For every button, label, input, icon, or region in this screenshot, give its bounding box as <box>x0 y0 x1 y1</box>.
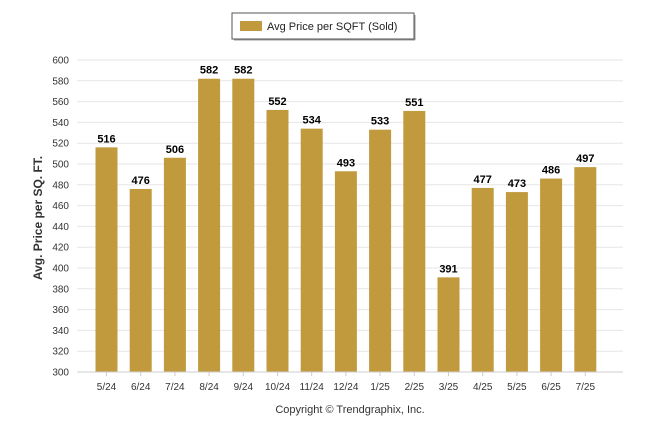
bar <box>198 78 221 372</box>
y-tick-label: 340 <box>52 326 69 337</box>
x-tick-label: 1/25 <box>370 382 390 393</box>
bar-value-label: 534 <box>303 115 322 127</box>
bar <box>471 187 494 372</box>
x-tick-label: 10/24 <box>265 382 290 393</box>
y-tick-label: 600 <box>52 56 69 67</box>
x-tick-label: 5/25 <box>507 382 527 393</box>
y-tick-label: 440 <box>52 222 69 233</box>
x-tick-label: 6/24 <box>131 382 151 393</box>
x-tick-label: 4/25 <box>473 382 493 393</box>
bar <box>505 192 528 372</box>
x-tick-label: 5/24 <box>97 382 117 393</box>
y-tick-label: 360 <box>52 305 69 316</box>
x-axis-ticks: 5/24 6/24 7/24 8/24 9/24 10/24 11/24 12/24 1/25 2… <box>97 372 596 393</box>
bar <box>163 157 186 372</box>
x-tick-label: 12/24 <box>333 382 358 393</box>
bar-value-label: 582 <box>200 65 218 77</box>
bar-value-label: 533 <box>371 116 389 128</box>
x-tick-label: 2/25 <box>405 382 425 393</box>
bar <box>300 128 323 372</box>
bar <box>403 110 426 373</box>
y-axis-title: Avg. Price per SQ. FT. <box>31 156 45 280</box>
x-tick-label: 7/25 <box>576 382 596 393</box>
bar-value-label: 506 <box>166 144 184 156</box>
legend-box <box>231 12 415 40</box>
x-tick-label: 11/24 <box>300 382 325 393</box>
bar-value-label: 473 <box>508 178 526 190</box>
bar <box>437 277 460 372</box>
legend: Avg Price per SQFT (Sold) <box>231 12 416 41</box>
y-tick-label: 500 <box>52 160 69 171</box>
bar-value-label: 516 <box>97 133 115 145</box>
data-labels: 516 476 506 582 582 552 534 493 533 551 391 477 473 4… <box>97 65 594 276</box>
y-tick-label: 380 <box>52 284 69 295</box>
x-tick-label: 8/24 <box>199 382 219 393</box>
x-tick-label: 6/25 <box>541 382 561 393</box>
x-tick-label: 9/24 <box>234 382 254 393</box>
y-tick-label: 560 <box>52 97 69 108</box>
y-tick-label: 580 <box>52 76 69 87</box>
bar-value-label: 493 <box>337 157 355 169</box>
copyright-text: Copyright © Trendgraphix, Inc. <box>275 404 424 416</box>
bar <box>540 178 563 372</box>
y-tick-label: 520 <box>52 139 69 150</box>
y-tick-label: 480 <box>52 180 69 191</box>
bar-value-label: 391 <box>439 263 457 275</box>
y-tick-label: 400 <box>52 264 69 275</box>
bar-value-label: 476 <box>132 175 150 187</box>
legend-label: Avg Price per SQFT (Sold) <box>267 21 397 33</box>
bar <box>369 129 392 372</box>
y-tick-label: 460 <box>52 201 69 212</box>
bar-value-label: 477 <box>474 174 492 186</box>
y-axis-ticks: 300 320 340 360 380 400 420 440 460 480 500 520 540 5… <box>52 56 69 379</box>
bars <box>95 78 597 373</box>
x-tick-label: 7/24 <box>165 382 185 393</box>
x-tick-label: 3/25 <box>439 382 459 393</box>
bar-value-label: 582 <box>234 65 252 77</box>
y-tick-label: 420 <box>52 243 69 254</box>
y-tick-label: 540 <box>52 118 69 129</box>
bar <box>334 171 357 372</box>
bar <box>266 109 289 373</box>
y-tick-label: 320 <box>52 347 69 358</box>
bar <box>95 147 118 372</box>
bar-value-label: 486 <box>542 165 560 177</box>
bar <box>574 167 597 372</box>
bar-value-label: 551 <box>405 97 423 109</box>
bar-value-label: 552 <box>268 96 286 108</box>
legend-swatch <box>240 21 262 31</box>
bar <box>129 188 152 372</box>
bar-value-label: 497 <box>576 153 594 165</box>
y-tick-label: 300 <box>52 368 69 379</box>
bar <box>232 78 255 372</box>
